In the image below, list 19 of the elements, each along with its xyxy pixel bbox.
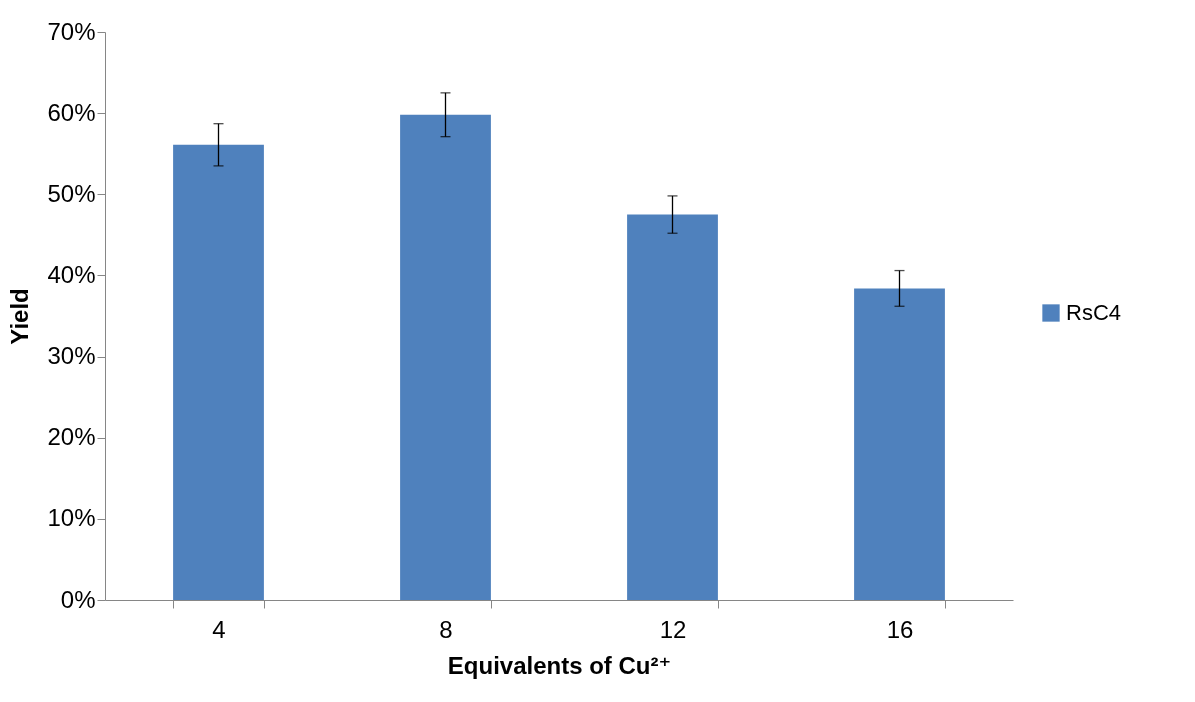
y-axis-title: Yield: [6, 288, 34, 345]
legend-label: RsC4: [1066, 300, 1122, 325]
y-tick-label: 0%: [60, 585, 96, 613]
bar: [627, 214, 718, 600]
x-tick-label: 4: [212, 615, 226, 643]
bar: [400, 114, 491, 600]
x-tick-label: 12: [659, 615, 687, 643]
bar: [854, 288, 945, 600]
x-tick-label: 16: [886, 615, 914, 643]
y-tick-label: 60%: [47, 98, 96, 126]
x-tick-label: 8: [439, 615, 453, 643]
y-tick-label: 40%: [47, 260, 96, 288]
x-axis-title: Equivalents of Cu²⁺: [447, 651, 672, 679]
y-tick-label: 10%: [47, 504, 96, 532]
y-tick-label: 20%: [47, 423, 96, 451]
y-tick-label: 50%: [47, 179, 96, 207]
y-tick-label: 70%: [47, 17, 96, 45]
y-tick-label: 30%: [47, 342, 96, 370]
bar: [173, 144, 264, 600]
